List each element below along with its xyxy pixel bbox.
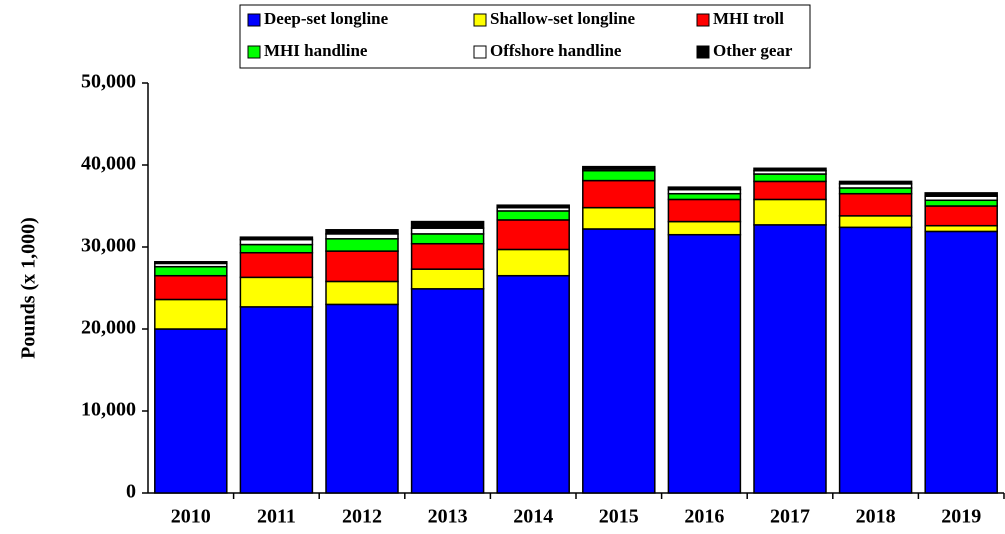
bar-segment — [838, 226, 913, 494]
bar-segment — [667, 233, 742, 494]
bar-segment — [753, 173, 827, 183]
bar-segment — [239, 276, 314, 308]
bar-segment — [667, 192, 742, 201]
bar-segment — [496, 274, 570, 494]
bar-segment — [325, 250, 399, 283]
x-tick-label: 2012 — [342, 506, 382, 528]
bar-segment — [496, 204, 570, 209]
bar-segment — [582, 169, 656, 182]
bar-segment — [496, 248, 570, 277]
legend-swatch — [696, 13, 710, 27]
bar-segment — [325, 280, 399, 306]
legend-label: MHI handline — [264, 41, 368, 60]
legend-swatch — [473, 13, 487, 27]
y-tick-label: 0 — [126, 481, 136, 503]
legend-swatch — [247, 13, 261, 27]
bar-segment — [410, 242, 485, 270]
x-tick-label: 2017 — [770, 506, 810, 528]
x-tick-label: 2010 — [171, 506, 211, 528]
bar-segment — [582, 165, 656, 170]
bar-segment — [582, 228, 656, 494]
bar-segment — [154, 261, 228, 265]
bar-segment — [154, 298, 228, 330]
bar-segment — [325, 303, 399, 494]
x-tick-label: 2014 — [513, 506, 553, 528]
bar-segment — [838, 180, 913, 185]
bar-segment — [667, 186, 742, 191]
bar-segment — [239, 251, 314, 279]
legend-box — [239, 4, 811, 69]
bar-segment — [410, 233, 485, 245]
bar-segment — [154, 274, 228, 301]
bar-segment — [496, 219, 570, 251]
bar-segment — [410, 268, 485, 290]
y-axis-label: Pounds (x 1,000) — [18, 217, 40, 359]
y-tick-label: 40,000 — [81, 153, 136, 175]
bar-segment — [582, 206, 656, 230]
bar-segment — [753, 224, 827, 494]
bar-segment — [239, 243, 314, 254]
x-tick-label: 2016 — [684, 506, 724, 528]
y-tick-label: 30,000 — [81, 235, 136, 257]
bar-segment — [924, 192, 998, 197]
x-tick-label: 2019 — [941, 506, 981, 528]
bar-segment — [667, 198, 742, 223]
y-tick-label: 50,000 — [81, 71, 136, 93]
x-tick-label: 2013 — [428, 506, 468, 528]
bar-segment — [154, 328, 228, 494]
bar-segment — [838, 187, 913, 195]
bar-segment — [239, 236, 314, 241]
legend-swatch — [247, 45, 261, 59]
bar-segment — [924, 205, 998, 227]
bar-segment — [325, 229, 399, 235]
legend-label: Other gear — [713, 41, 793, 60]
bar-segment — [239, 306, 314, 494]
legend-label: Deep-set longline — [264, 9, 389, 28]
bar-segment — [924, 199, 998, 207]
bar-segment — [667, 220, 742, 236]
legend-label: Shallow-set longline — [490, 9, 635, 28]
bar-segment — [496, 210, 570, 221]
legend-swatch — [696, 45, 710, 59]
bar-segment — [924, 224, 998, 233]
bar-segment — [325, 238, 399, 252]
y-tick-label: 20,000 — [81, 317, 136, 339]
bar-segment — [838, 215, 913, 229]
bar-segment — [410, 220, 485, 229]
legend-swatch — [473, 45, 487, 59]
legend-label: MHI troll — [713, 9, 784, 28]
bar-segment — [753, 180, 827, 201]
bar-segment — [154, 265, 228, 277]
bar-segment — [924, 230, 998, 494]
bar-segment — [582, 179, 656, 209]
x-tick-label: 2011 — [257, 506, 296, 528]
bar-segment — [753, 167, 827, 172]
legend-label: Offshore handline — [490, 41, 622, 60]
bar-segment — [753, 198, 827, 226]
y-tick-label: 10,000 — [81, 399, 136, 421]
bar-segment — [838, 192, 913, 217]
bar-segment — [410, 227, 485, 235]
x-tick-label: 2015 — [599, 506, 639, 528]
x-tick-label: 2018 — [856, 506, 896, 528]
bar-segment — [410, 288, 485, 494]
